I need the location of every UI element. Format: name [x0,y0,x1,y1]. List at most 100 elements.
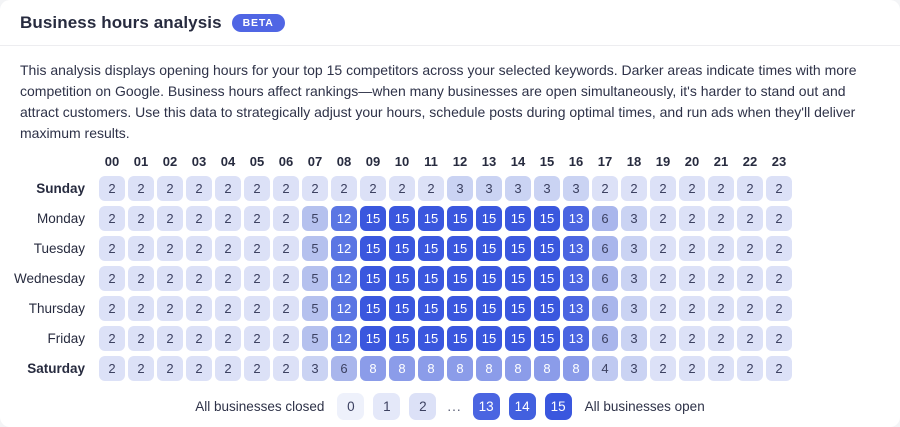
hour-label: 00 [104,154,120,169]
card-header: Business hours analysis BETA [0,0,900,46]
heatmap-cell: 2 [650,236,676,261]
legend-cells-high: 13 14 15 [472,393,572,420]
day-label: Friday [47,331,85,346]
heatmap-cell: 2 [331,176,357,201]
hour-label: 21 [713,154,729,169]
heatmap-cell: 6 [592,266,618,291]
heatmap-cell: 5 [302,326,328,351]
heatmap-cell: 2 [737,236,763,261]
heatmap-cell: 2 [128,236,154,261]
day-label: Sunday [36,181,85,196]
heatmap-cell: 3 [621,206,647,231]
heatmap-cell: 13 [563,266,589,291]
heatmap-cell: 15 [505,206,531,231]
heatmap-cell: 13 [563,236,589,261]
legend-cell: 14 [508,393,536,420]
heatmap-cell: 15 [360,326,386,351]
heatmap-cell: 13 [563,296,589,321]
heatmap-cell: 2 [244,176,270,201]
heatmap-cell: 2 [360,176,386,201]
heatmap-cell: 15 [505,266,531,291]
heatmap-cell: 6 [331,356,357,381]
heatmap-cell: 8 [534,356,560,381]
heatmap-cell: 2 [128,176,154,201]
heatmap-cell: 2 [679,326,705,351]
heatmap-cell: 15 [505,236,531,261]
day-label: Saturday [27,361,85,376]
heatmap-cell: 12 [331,326,357,351]
heatmap-cell: 2 [708,236,734,261]
heatmap-cell: 2 [157,206,183,231]
heatmap-cell: 2 [215,326,241,351]
day-label: Thursday [28,301,85,316]
heatmap-cell: 6 [592,326,618,351]
heatmap-cell: 2 [99,206,125,231]
heatmap-cell: 15 [360,236,386,261]
heatmap-cell: 2 [679,266,705,291]
heatmap-cell: 2 [766,326,792,351]
day-label: Monday [36,211,85,226]
heatmap-cell: 13 [563,326,589,351]
hour-label: 17 [597,154,613,169]
heatmap-cell: 2 [708,266,734,291]
heatmap-cell: 2 [128,206,154,231]
heatmap-cell: 2 [737,296,763,321]
heatmap-cell: 15 [476,266,502,291]
hour-label: 19 [655,154,671,169]
heatmap-cell: 2 [99,236,125,261]
heatmap-cell: 2 [650,176,676,201]
heatmap-cell: 2 [244,206,270,231]
page-title: Business hours analysis [20,13,222,32]
heatmap-cell: 8 [563,356,589,381]
hour-label: 23 [771,154,787,169]
heatmap-cell: 2 [592,176,618,201]
heatmap-cell: 2 [99,296,125,321]
heatmap-cell: 12 [331,296,357,321]
heatmap-cell: 2 [679,236,705,261]
heatmap-cell: 2 [766,356,792,381]
heatmap-cell: 2 [737,176,763,201]
heatmap-cell: 2 [244,296,270,321]
heatmap-cell: 3 [447,176,473,201]
heatmap-cell: 15 [534,236,560,261]
legend-cell: 0 [337,393,365,420]
heatmap-cell: 2 [650,356,676,381]
heatmap-cell: 2 [737,266,763,291]
heatmap-cell: 15 [360,296,386,321]
heatmap-cell: 2 [215,296,241,321]
heatmap-cell: 2 [273,356,299,381]
heatmap-cell: 2 [186,206,212,231]
heatmap-cell: 2 [273,296,299,321]
heatmap-cell: 8 [418,356,444,381]
heatmap-cell: 15 [389,236,415,261]
heatmap-cell: 2 [708,326,734,351]
heatmap-cell: 15 [534,206,560,231]
heatmap-cell: 15 [476,326,502,351]
heatmap-cell: 2 [128,296,154,321]
heatmap-cell: 5 [302,236,328,261]
heatmap-cell: 2 [215,356,241,381]
heatmap-cell: 8 [476,356,502,381]
hour-label: 22 [742,154,758,169]
heatmap-cell: 2 [418,176,444,201]
heatmap-cell: 15 [447,236,473,261]
heatmap-cell: 2 [708,296,734,321]
heatmap-cell: 8 [360,356,386,381]
heatmap-cell: 2 [737,206,763,231]
heatmap-cell: 5 [302,266,328,291]
heatmap-cell: 2 [157,356,183,381]
heatmap-cell: 15 [389,296,415,321]
heatmap-cell: 2 [766,206,792,231]
heatmap-cell: 2 [157,296,183,321]
heatmap-cell: 8 [505,356,531,381]
heatmap-cell: 2 [650,266,676,291]
heatmap-cell: 3 [563,176,589,201]
heatmap-cell: 15 [476,236,502,261]
hour-label: 20 [684,154,700,169]
hour-label: 02 [162,154,178,169]
heatmap-cell: 15 [505,296,531,321]
heatmap-cell: 2 [273,176,299,201]
heatmap-cell: 2 [244,356,270,381]
